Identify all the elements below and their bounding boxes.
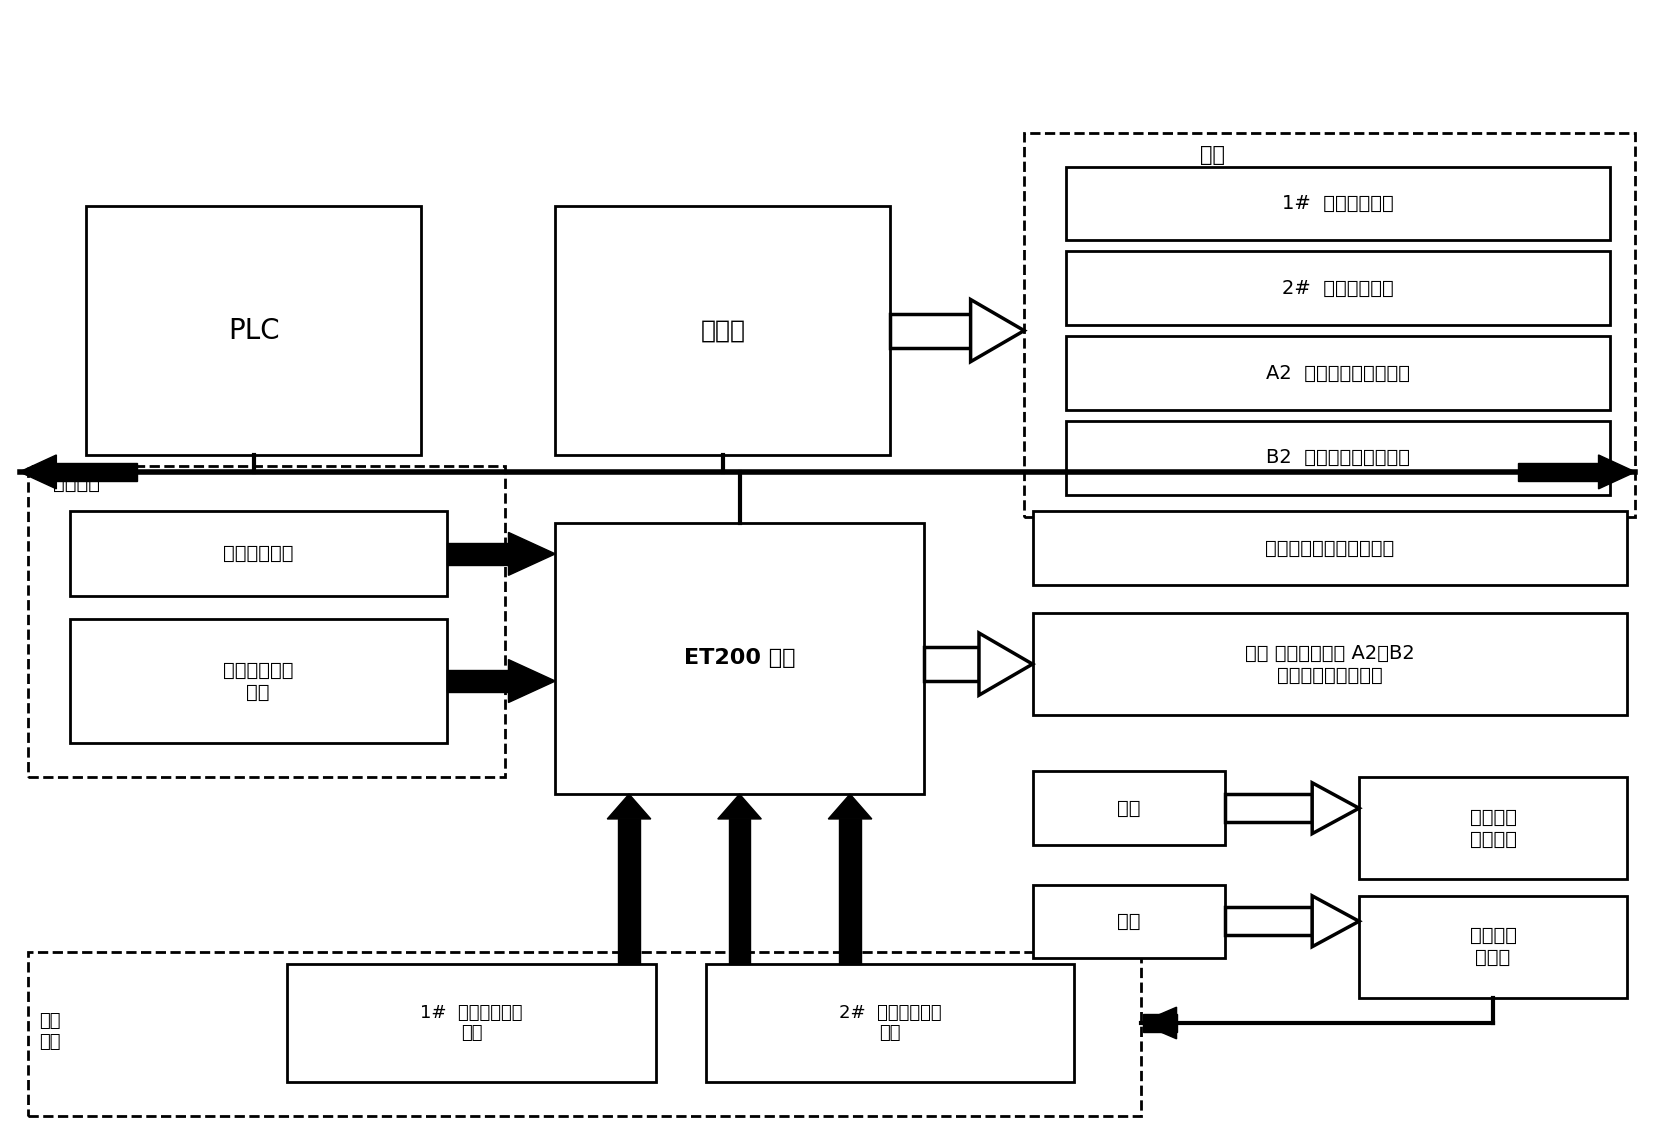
Polygon shape xyxy=(828,794,872,819)
Bar xyxy=(1033,885,1225,958)
Text: 1#  传感器检测值: 1# 传感器检测值 xyxy=(1282,194,1394,212)
Bar xyxy=(1033,511,1626,585)
Bar xyxy=(1359,896,1626,997)
Bar xyxy=(556,523,924,794)
Polygon shape xyxy=(606,794,650,819)
Polygon shape xyxy=(1139,1008,1176,1038)
Bar xyxy=(86,207,422,454)
Text: 标定 左右极限位置 A2、B2
点对应编码器角度值: 标定 左右极限位置 A2、B2 点对应编码器角度值 xyxy=(1245,644,1415,685)
Text: 2#  传感器检测值: 2# 传感器检测值 xyxy=(1282,278,1394,298)
Bar xyxy=(1033,613,1626,715)
Text: 显示: 显示 xyxy=(1200,145,1225,166)
Text: 电机: 电机 xyxy=(1117,799,1141,818)
Bar xyxy=(1359,777,1626,879)
Bar xyxy=(1225,794,1312,822)
Bar xyxy=(1519,462,1599,481)
Bar xyxy=(447,670,509,692)
Bar xyxy=(1067,421,1609,494)
Bar xyxy=(890,314,971,348)
Bar xyxy=(1033,771,1225,845)
Bar xyxy=(1225,908,1312,935)
Bar xyxy=(1067,167,1609,240)
Polygon shape xyxy=(717,794,761,819)
Text: 横向支架
自动换向: 横向支架 自动换向 xyxy=(1470,808,1517,849)
Text: 检测
单元: 检测 单元 xyxy=(40,1012,60,1051)
Bar xyxy=(71,619,447,743)
Polygon shape xyxy=(1599,454,1635,488)
Bar xyxy=(840,819,860,963)
Text: PLC: PLC xyxy=(228,317,281,344)
Bar xyxy=(556,207,890,454)
Text: B2  点编码器标定角度值: B2 点编码器标定角度值 xyxy=(1267,449,1410,467)
Bar xyxy=(29,952,1141,1117)
Bar xyxy=(729,819,751,963)
Bar xyxy=(1142,1014,1176,1031)
Text: 反馈单元: 反馈单元 xyxy=(54,474,101,493)
Polygon shape xyxy=(509,533,556,575)
Text: 上位机: 上位机 xyxy=(701,318,746,343)
Text: 编码器角度值: 编码器角度值 xyxy=(223,544,294,563)
Bar xyxy=(287,963,655,1083)
Bar xyxy=(1025,133,1635,517)
Polygon shape xyxy=(1312,896,1359,946)
Bar xyxy=(29,466,506,777)
Polygon shape xyxy=(20,454,57,488)
Text: A2  点编码器标定角度值: A2 点编码器标定角度值 xyxy=(1267,364,1410,383)
Bar xyxy=(706,963,1075,1083)
Bar xyxy=(618,819,640,963)
Bar xyxy=(57,462,136,481)
Text: 工字轮边缘位置自动检测: 工字轮边缘位置自动检测 xyxy=(1265,538,1394,558)
Bar xyxy=(1067,251,1609,325)
Bar xyxy=(71,511,447,596)
Text: ET200 从站: ET200 从站 xyxy=(684,649,795,668)
Bar xyxy=(447,543,509,566)
Polygon shape xyxy=(979,633,1033,695)
Bar xyxy=(924,648,979,682)
Text: 气缸: 气缸 xyxy=(1117,912,1141,930)
Text: 2#  电涡流位移传
感器: 2# 电涡流位移传 感器 xyxy=(838,1003,941,1043)
Text: 检测端自
动伸缩: 检测端自 动伸缩 xyxy=(1470,926,1517,967)
Polygon shape xyxy=(971,300,1025,361)
Bar xyxy=(1067,336,1609,410)
Polygon shape xyxy=(1312,783,1359,834)
Polygon shape xyxy=(509,660,556,702)
Text: 1#  电涡流位移传
感器: 1# 电涡流位移传 感器 xyxy=(420,1003,522,1043)
Text: 左右极限限位
开关: 左右极限限位 开关 xyxy=(223,660,294,702)
